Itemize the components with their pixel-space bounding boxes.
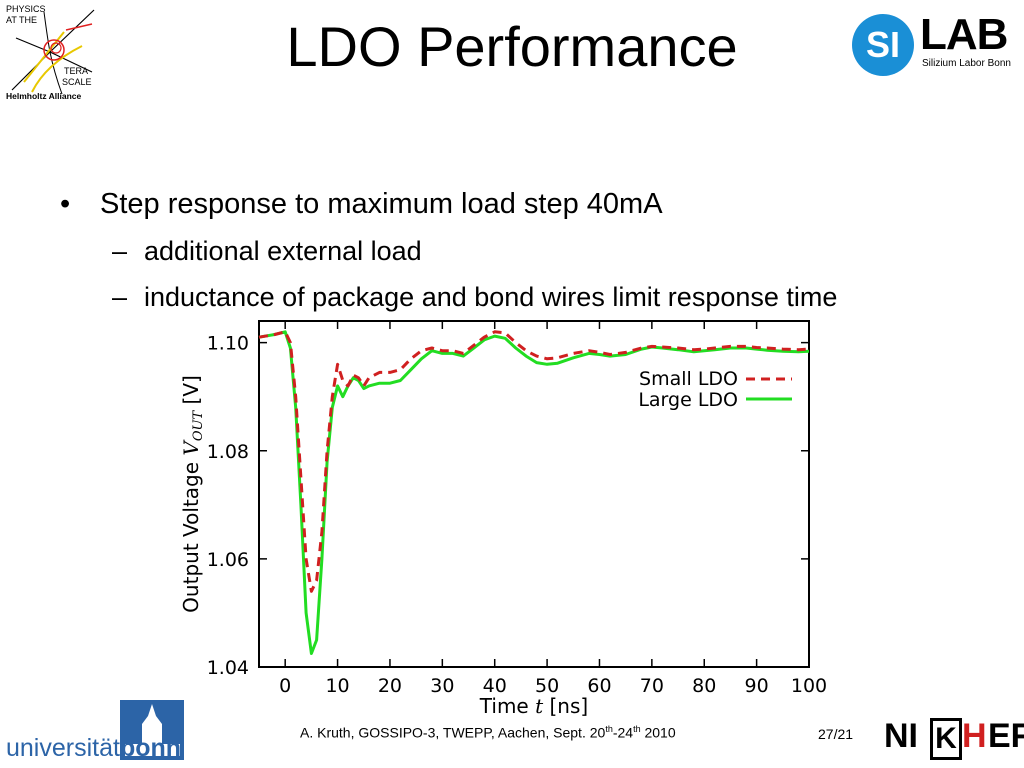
x-tick-label: 40: [483, 675, 507, 697]
bonn-suffix: bonn: [119, 734, 182, 762]
silab-circle: SI: [852, 14, 914, 76]
terascale-line1: PHYSICS: [6, 4, 46, 14]
x-axis-label-var: t: [535, 694, 544, 718]
y-tick-label: 1.10: [207, 333, 249, 355]
legend-label-large: Large LDO: [638, 389, 738, 411]
x-tick-label: 100: [791, 675, 827, 697]
legend-label-small: Small LDO: [639, 368, 738, 390]
terascale-line3: TERA: [64, 66, 89, 76]
silab-logo: SI LAB Silizium Labor Bonn: [850, 10, 1020, 76]
y-axis-label-sub: OUT: [191, 410, 206, 442]
nikhef-logo: NI K H EF: [884, 712, 1024, 760]
x-axis-label-suffix: [ns]: [543, 694, 588, 718]
x-tick-label: 50: [535, 675, 559, 697]
slide-title: LDO Performance: [286, 15, 738, 78]
citation-mid: -24: [612, 724, 634, 741]
nikhef-box-letter: K: [930, 718, 962, 760]
page-number: 27/21: [818, 726, 854, 742]
nikhef-right: EF: [988, 717, 1024, 755]
step-response-chart: 1.041.061.081.10 0 10 20 30 40 50 60 70 80 90 100 …: [179, 320, 827, 718]
terascale-line4: SCALE: [62, 77, 92, 87]
x-tick-label: 70: [640, 675, 664, 697]
chart-series: [258, 330, 810, 655]
x-axis-label-prefix: Time: [479, 694, 535, 718]
y-axis-label: Output Voltage VOUT [V]: [179, 375, 206, 613]
terascale-logo: PHYSICS AT THE TERA SCALE Helmholtz Alli…: [4, 2, 100, 102]
x-axis-ticks: 0 10 20 30 40 50 60 70 80 90 100: [279, 321, 827, 697]
x-tick-label: 10: [325, 675, 349, 697]
subbullet-text: additional external load: [144, 236, 422, 266]
x-tick-label: 60: [587, 675, 611, 697]
bonn-prefix: universität: [6, 734, 120, 762]
y-tick-label: 1.06: [207, 549, 249, 571]
citation-post: 2010: [640, 724, 676, 741]
subbullet-text: inductance of package and bond wires lim…: [144, 282, 838, 312]
dash-symbol: –: [112, 236, 128, 266]
nikhef-left: NI: [884, 717, 918, 755]
y-axis-label-prefix: Output Voltage: [179, 456, 203, 613]
x-tick-label: 90: [745, 675, 769, 697]
bonn-tower-icon: [124, 704, 180, 756]
bullet-text: Step response to maximum load step 40mA: [100, 188, 663, 220]
series-line-small-ldo: [258, 330, 810, 593]
bonn-tower-graphic: [120, 700, 184, 760]
terascale-line2: AT THE: [6, 15, 38, 25]
x-axis-label: Time t [ns]: [479, 694, 588, 718]
terascale-line5: Helmholtz Alliance: [6, 91, 82, 101]
plot-frame: [258, 320, 810, 668]
x-tick-label: 80: [692, 675, 716, 697]
x-tick-label: 20: [378, 675, 402, 697]
bullet-symbol: •: [60, 188, 71, 220]
citation-sup2: th: [633, 724, 641, 734]
uni-bonn-logo: universitätbonn: [6, 698, 184, 764]
y-axis-ticks: 1.04 1.06 1.08 1.10: [207, 333, 809, 679]
footer-citation: A. Kruth, GOSSIPO-3, TWEPP, Aachen, Sept…: [300, 724, 676, 741]
x-tick-label: 0: [279, 675, 291, 697]
series-line-large-ldo: [258, 330, 810, 655]
chart-legend: Small LDO Large LDO: [638, 368, 792, 411]
y-axis-label-var: V: [179, 439, 203, 456]
silab-word: LAB: [920, 10, 1008, 59]
x-tick-label: 30: [430, 675, 454, 697]
terascale-logo-graphic: [11, 9, 95, 95]
citation-pre: A. Kruth, GOSSIPO-3, TWEPP, Aachen, Sept…: [300, 724, 606, 741]
dash-symbol: –: [112, 282, 128, 312]
citation-sup1: th: [605, 724, 613, 734]
y-tick-label: 1.08: [207, 441, 249, 463]
y-axis-label-suffix: [V]: [179, 375, 203, 411]
bonn-wordmark: universitätbonn: [6, 734, 181, 762]
nikhef-red-letter: H: [962, 717, 987, 755]
silab-subtitle: Silizium Labor Bonn: [922, 58, 1011, 69]
y-tick-label: 1.04: [207, 657, 249, 679]
